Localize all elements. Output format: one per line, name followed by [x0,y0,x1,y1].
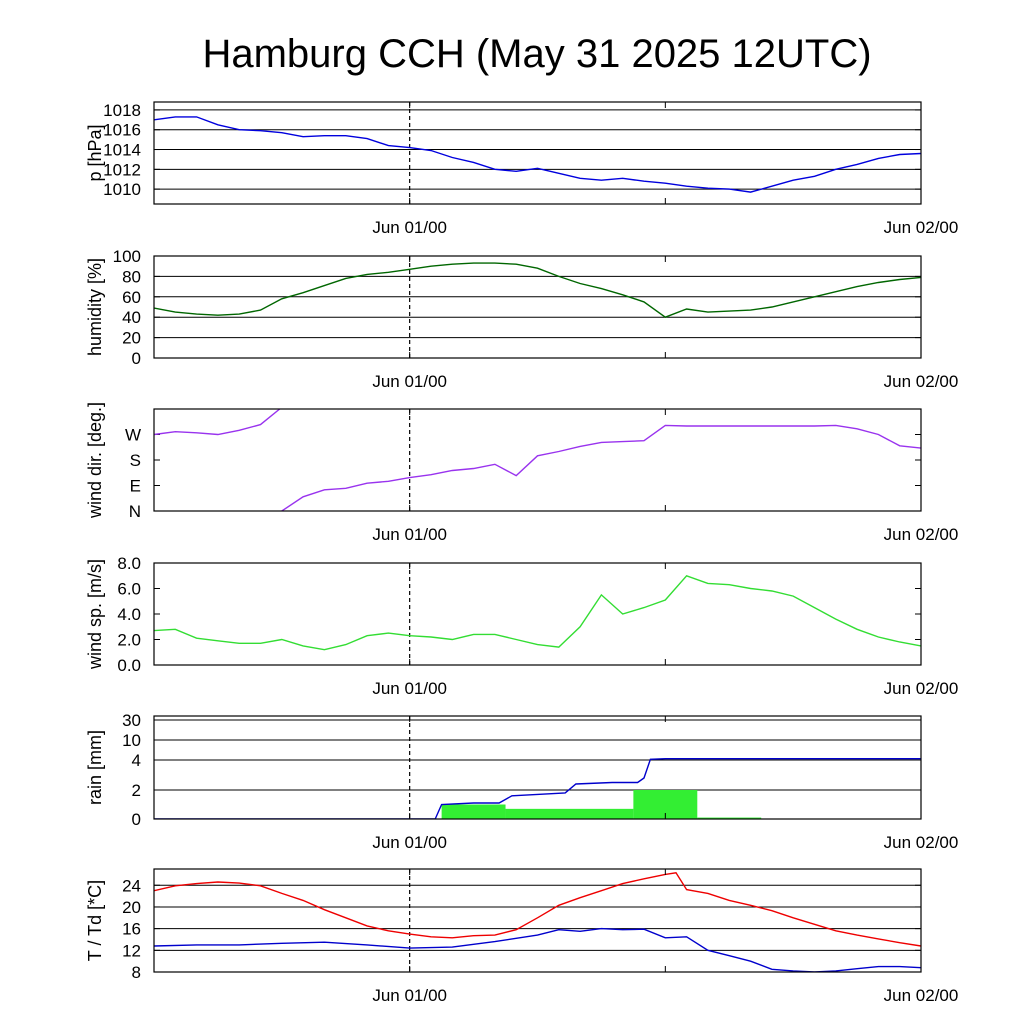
y-axis-label: humidity [%] [85,258,105,356]
x-tick-label: Jun 01/00 [372,833,447,852]
y-tick-label: 0 [132,810,141,829]
x-tick-label: Jun 02/00 [884,679,959,698]
y-tick-label: 0.0 [117,656,141,675]
series-line [154,872,921,947]
y-tick-label: 1016 [103,121,141,140]
y-tick-label: 24 [122,876,141,895]
y-tick-label: 2 [132,781,141,800]
y-tick-label: 1018 [103,101,141,120]
rain-bar [697,817,762,819]
y-axis-label: T / Td [*C] [85,880,105,961]
x-tick-label: Jun 02/00 [884,372,959,391]
y-tick-label: 20 [122,898,141,917]
y-tick-label: 1012 [103,160,141,179]
y-tick-label: W [125,426,141,445]
y-tick-label: 60 [122,288,141,307]
y-tick-label: 4.0 [117,605,141,624]
plot-frame [153,715,922,820]
y-tick-label: 30 [122,711,141,730]
y-tick-label: 0 [132,349,141,368]
x-tick-label: Jun 02/00 [884,218,959,237]
y-axis-label: p [hPa] [85,124,105,181]
x-tick-label: Jun 01/00 [372,525,447,544]
y-axis-label: wind sp. [m/s] [85,559,105,670]
x-tick-label: Jun 02/00 [884,525,959,544]
y-tick-label: 10 [122,731,141,750]
y-tick-label: 80 [122,267,141,286]
y-tick-label: 16 [122,920,141,939]
y-tick-label: 1010 [103,180,141,199]
y-tick-label: 12 [122,941,141,960]
y-tick-label: 20 [122,329,141,348]
panel-6: 8 12 16 20 24 Jun 01/00 Jun 02/00 T / Td [*C] [85,868,959,1005]
x-tick-label: Jun 01/00 [372,986,447,1005]
chart-title: Hamburg CCH (May 31 2025 12UTC) [202,32,871,76]
y-tick-label: S [130,451,141,470]
y-tick-label: N [129,502,141,521]
y-tick-label: 4 [132,751,141,770]
series-line [154,758,921,819]
y-axis-label: rain [mm] [85,730,105,805]
x-tick-label: Jun 02/00 [884,833,959,852]
panel-4: 0.0 2.0 4.0 6.0 8.0 Jun 01/00 Jun 02/00 wind sp… [85,554,958,698]
x-tick-label: Jun 01/00 [372,372,447,391]
y-tick-label: 2.0 [117,631,141,650]
y-tick-label: 8.0 [117,554,141,573]
plot-frame [153,408,922,512]
series-line [154,262,921,318]
plot-frame [153,868,922,973]
y-tick-label: 40 [122,308,141,327]
y-tick-label: E [130,477,141,496]
series-line [154,574,921,651]
y-tick-label: 8 [132,963,141,982]
y-tick-label: 100 [113,247,141,266]
y-axis-label: wind dir. [deg.] [85,402,105,519]
x-tick-label: Jun 01/00 [372,218,447,237]
rain-bar [505,808,634,819]
series-line [154,409,921,511]
y-tick-label: 6.0 [117,580,141,599]
plot-frame [153,562,922,666]
plot-frame [153,255,922,359]
x-tick-label: Jun 02/00 [884,986,959,1005]
y-tick-label: 1014 [103,141,141,160]
series-line [154,116,921,193]
rain-bar [441,804,506,819]
x-tick-label: Jun 01/00 [372,679,447,698]
plot-frame [153,101,922,205]
